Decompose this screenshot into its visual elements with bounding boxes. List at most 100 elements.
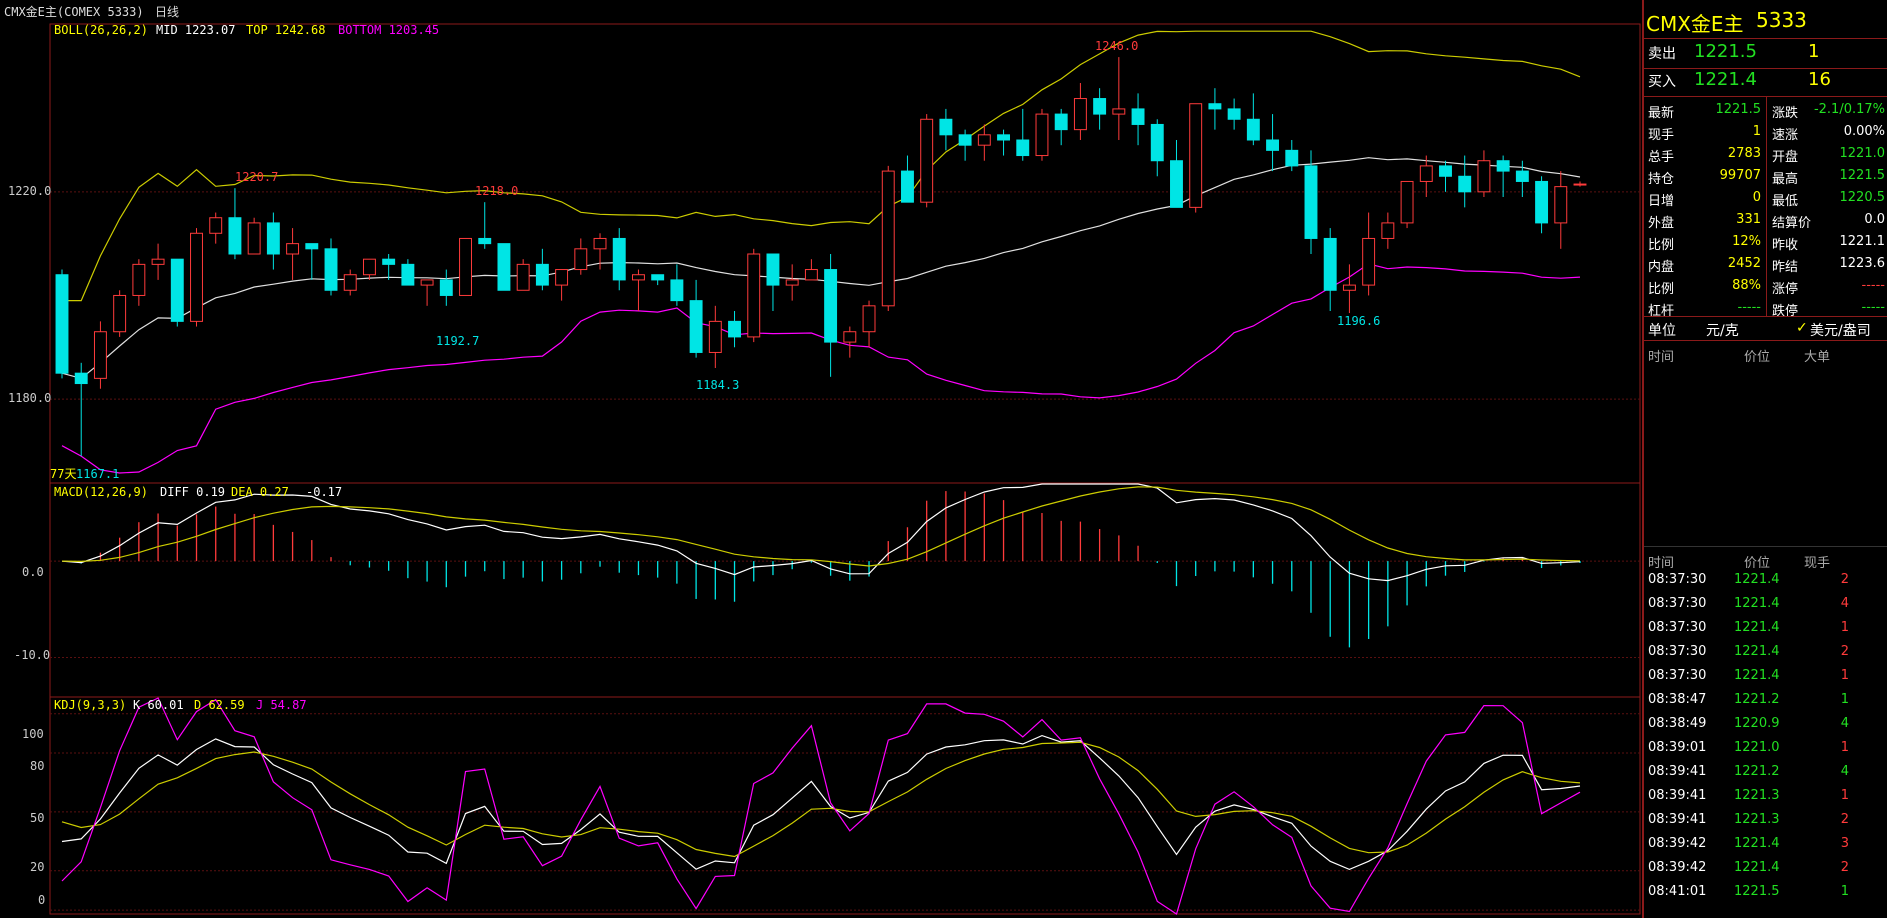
unit-usd[interactable]: 美元/盎司 bbox=[1810, 323, 1871, 339]
stat-value: 88% bbox=[1732, 278, 1761, 293]
unit-cny[interactable]: 元/克 bbox=[1706, 323, 1739, 339]
boll-bottom-line bbox=[61, 263, 1581, 474]
candle-body bbox=[689, 300, 703, 353]
stat-label: 跌停 bbox=[1772, 304, 1799, 319]
instrument-code: 5333 bbox=[1756, 8, 1807, 32]
bid-row[interactable]: 买入 1221.4 16 bbox=[1644, 68, 1887, 94]
tick-row[interactable]: 08:38:49 1220.9 4 bbox=[1644, 712, 1887, 736]
window-title[interactable]: CMX金E主(COMEX 5333) bbox=[4, 4, 144, 19]
tick-row[interactable]: 08:41:01 1221.5 1 bbox=[1644, 880, 1887, 904]
annotation-low: 1167.1 bbox=[76, 467, 119, 481]
bid-volume: 16 bbox=[1808, 69, 1831, 90]
big-header-price: 价位 bbox=[1744, 350, 1771, 365]
macd-label[interactable]: MACD(12,26,9) bbox=[54, 485, 148, 499]
ask-row[interactable]: 卖出 1221.5 1 bbox=[1644, 40, 1887, 66]
candle-body bbox=[1189, 103, 1203, 208]
boll-top-line bbox=[62, 30, 1581, 302]
bid-label: 买入 bbox=[1648, 74, 1676, 90]
stat-value: 0.0 bbox=[1864, 212, 1885, 227]
tick-row[interactable]: 08:38:47 1221.2 1 bbox=[1644, 688, 1887, 712]
candle-body bbox=[785, 279, 799, 286]
stat-row: 日增 0 最低 1220.5 bbox=[1644, 188, 1887, 210]
stat-label: 比例 bbox=[1648, 282, 1675, 297]
candle-body bbox=[382, 258, 396, 265]
boll-mid: MID 1223.07 bbox=[156, 23, 235, 37]
candle-body bbox=[1073, 98, 1087, 131]
tick-row[interactable]: 08:37:30 1221.4 1 bbox=[1644, 616, 1887, 640]
macd-pane bbox=[61, 483, 1581, 648]
stat-row: 内盘 2452 昨结 1223.6 bbox=[1644, 254, 1887, 276]
stat-label: 总手 bbox=[1648, 150, 1675, 165]
stat-value: ----- bbox=[1861, 278, 1885, 293]
instrument-name: CMX金E主 bbox=[1646, 12, 1744, 36]
candle-body bbox=[209, 217, 223, 234]
big-header-big: 大单 bbox=[1804, 350, 1831, 365]
boll-label[interactable]: BOLL(26,26,2) bbox=[54, 23, 148, 37]
stat-row: 杠杆 ----- 跌停 ----- bbox=[1644, 298, 1887, 320]
check-icon: ✓ bbox=[1796, 320, 1808, 336]
stat-value: 331 bbox=[1736, 212, 1761, 227]
tick-row[interactable]: 08:37:30 1221.4 4 bbox=[1644, 592, 1887, 616]
tick-time: 08:37:30 bbox=[1648, 596, 1707, 611]
kdj-tick-0: 0 bbox=[38, 893, 45, 907]
days-label: 77天 bbox=[50, 467, 76, 481]
candlesticks bbox=[55, 57, 1587, 457]
period-selector[interactable]: 日线 bbox=[155, 5, 179, 19]
candle-body bbox=[1170, 160, 1183, 208]
stat-label: 日增 bbox=[1648, 194, 1675, 209]
big-order-header: 时间 价位 大单 bbox=[1644, 344, 1887, 366]
stat-value: 0.00% bbox=[1843, 124, 1885, 139]
candle-body bbox=[228, 217, 242, 255]
tick-row[interactable]: 08:39:41 1221.2 4 bbox=[1644, 760, 1887, 784]
tick-volume: 2 bbox=[1840, 572, 1849, 587]
tick-row[interactable]: 08:39:42 1221.4 2 bbox=[1644, 856, 1887, 880]
stat-value: ----- bbox=[1737, 300, 1761, 315]
tick-row[interactable]: 08:39:01 1221.0 1 bbox=[1644, 736, 1887, 760]
ask-label: 卖出 bbox=[1648, 46, 1676, 62]
tick-header-vol: 现手 bbox=[1804, 556, 1831, 571]
tick-price: 1221.3 bbox=[1734, 812, 1780, 827]
tick-price: 1221.4 bbox=[1734, 572, 1780, 587]
macd-dea: DEA 0.27 bbox=[231, 485, 289, 499]
tick-time: 08:39:41 bbox=[1648, 764, 1707, 779]
candle-body bbox=[516, 263, 530, 291]
stat-row: 比例 12% 昨收 1221.1 bbox=[1644, 232, 1887, 254]
stat-label: 最低 bbox=[1772, 194, 1799, 209]
tick-row[interactable]: 08:39:41 1221.3 2 bbox=[1644, 808, 1887, 832]
annotation-1192-7: 1192.7 bbox=[436, 334, 479, 348]
candle-body bbox=[1381, 222, 1395, 239]
candle-body bbox=[843, 331, 857, 343]
tick-price: 1221.4 bbox=[1734, 668, 1780, 683]
stat-value: 1221.1 bbox=[1839, 234, 1886, 249]
tick-time: 08:39:01 bbox=[1648, 740, 1707, 755]
candle-body bbox=[247, 222, 261, 255]
chart-frame bbox=[49, 23, 1641, 915]
tick-volume: 2 bbox=[1840, 812, 1849, 827]
tick-volume: 2 bbox=[1840, 860, 1849, 875]
instrument-header: CMX金E主 5333 bbox=[1644, 6, 1887, 36]
tick-row[interactable]: 08:37:30 1221.4 2 bbox=[1644, 568, 1887, 592]
tick-row[interactable]: 08:37:30 1221.4 1 bbox=[1644, 664, 1887, 688]
tick-time: 08:37:30 bbox=[1648, 644, 1707, 659]
kdj-label[interactable]: KDJ(9,3,3) bbox=[54, 698, 126, 712]
candle-body bbox=[593, 237, 607, 250]
tick-price: 1221.5 bbox=[1734, 884, 1780, 899]
kline-chart[interactable]: CMX金E主(COMEX 5333) 日线 BOLL(26,26,2) MID … bbox=[0, 0, 1642, 918]
candle-body bbox=[1573, 183, 1587, 186]
tick-row[interactable]: 08:39:41 1221.3 1 bbox=[1644, 784, 1887, 808]
candle-body bbox=[1150, 123, 1164, 162]
stat-label: 最新 bbox=[1648, 106, 1675, 121]
candle-body bbox=[190, 232, 203, 322]
stat-value: ----- bbox=[1861, 300, 1885, 315]
ask-volume: 1 bbox=[1808, 41, 1820, 62]
candle-body bbox=[862, 305, 876, 333]
candle-body bbox=[1515, 170, 1529, 182]
tick-row[interactable]: 08:39:42 1221.4 3 bbox=[1644, 832, 1887, 856]
candle-body bbox=[1439, 165, 1452, 177]
tick-time: 08:37:30 bbox=[1648, 668, 1707, 683]
tick-price: 1221.4 bbox=[1734, 644, 1780, 659]
candle-body bbox=[266, 222, 280, 255]
tick-volume: 1 bbox=[1840, 668, 1849, 683]
tick-price: 1221.2 bbox=[1734, 692, 1780, 707]
tick-row[interactable]: 08:37:30 1221.4 2 bbox=[1644, 640, 1887, 664]
